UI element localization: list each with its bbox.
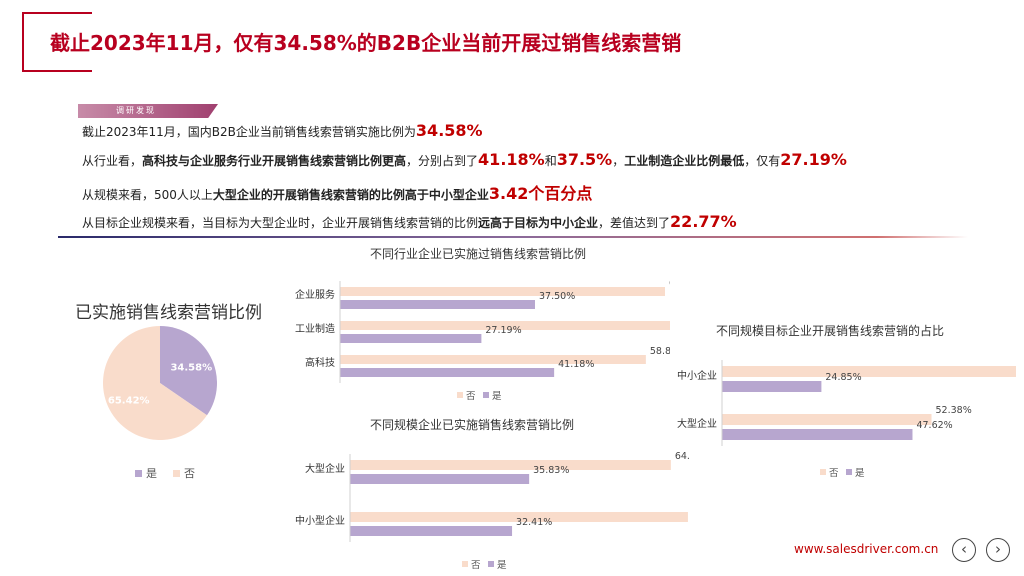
pie-chart-title: 已实施销售线索营销比例 xyxy=(75,303,262,323)
finding-bold: 高科技与企业服务行业开展销售线索营销比例更高 xyxy=(142,154,407,168)
data-label: 35.83% xyxy=(533,465,569,476)
finding-text: 从目标企业规模来看，当目标为大型企业时，企业开展销售线索营销的比例 xyxy=(82,216,479,230)
pie-slice-label: 34.58% xyxy=(170,363,212,374)
finding-text: ，分别占到了 xyxy=(406,154,479,168)
pie-slice-否 xyxy=(102,326,207,440)
next-page-button[interactable]: › xyxy=(986,538,1010,562)
bar-是 xyxy=(722,381,822,392)
bar-否 xyxy=(340,287,665,296)
finding-text: 从行业看， xyxy=(82,154,143,168)
finding-industry: 从行业看，高科技与企业服务行业开展销售线索营销比例更高，分别占到了41.18%和… xyxy=(82,150,847,169)
legend-swatch xyxy=(820,469,826,475)
category-label: 中小企业 xyxy=(677,369,717,382)
legend-swatch xyxy=(488,561,494,567)
bar-是 xyxy=(340,300,535,309)
data-label: 58.82% xyxy=(650,346,670,357)
chevron-left-icon: ‹ xyxy=(961,540,967,558)
page-title: 截止2023年11月，仅有34.58%的B2B企业当前开展过销售线索营销 xyxy=(50,31,682,55)
legend-label: 否 xyxy=(829,468,839,479)
data-label: 62.50% xyxy=(669,278,670,289)
bar-否 xyxy=(722,414,932,425)
pie-slice-label: 65.42% xyxy=(108,395,150,406)
scale-chart-title: 不同规模企业已实施销售线索营销比例 xyxy=(370,418,575,432)
data-label: 64.17% xyxy=(675,451,690,462)
finding-highlight: 41.18% xyxy=(478,150,545,169)
bar-否 xyxy=(340,321,670,330)
data-label: 27.19% xyxy=(485,325,521,336)
finding-text: ，仅有 xyxy=(744,154,781,168)
data-label: 32.41% xyxy=(516,517,552,528)
section-divider xyxy=(58,236,968,238)
category-label: 大型企业 xyxy=(305,462,345,475)
finding-overall: 截止2023年11月，国内B2B企业当前销售线索营销实施比例为34.58% xyxy=(82,121,483,140)
category-label: 大型企业 xyxy=(677,417,717,430)
legend-swatch xyxy=(457,392,463,398)
legend-label: 是 xyxy=(146,467,157,480)
bar-否 xyxy=(350,460,671,470)
legend-swatch xyxy=(173,470,180,477)
data-label: 24.85% xyxy=(825,372,861,383)
finding-text: ，差值达到了 xyxy=(598,216,671,230)
prev-page-button[interactable]: ‹ xyxy=(952,538,976,562)
pie-chart: 34.58% 65.42% 是 否 xyxy=(102,326,217,480)
finding-target: 从目标企业规模来看，当目标为大型企业时，企业开展销售线索营销的比例远高于目标为中… xyxy=(82,212,737,231)
footer-url[interactable]: www.salesdriver.com.cn xyxy=(794,542,939,556)
legend-label: 是 xyxy=(497,560,507,571)
legend-label: 否 xyxy=(471,560,481,571)
finding-highlight: 22.77% xyxy=(670,212,737,231)
bar-是 xyxy=(350,474,530,484)
legend-label: 是 xyxy=(855,468,865,479)
category-label: 工业制造 xyxy=(295,322,335,335)
finding-bold: 工业制造企业比例最低 xyxy=(624,154,745,168)
data-label: 41.18% xyxy=(558,359,594,370)
data-label: 52.38% xyxy=(936,405,972,416)
category-label: 高科技 xyxy=(305,356,335,369)
finding-scale: 从规模来看，500人以上大型企业的开展销售线索营销的比例高于中小型企业3.42个… xyxy=(82,180,592,204)
finding-highlight: 3.42个百分点 xyxy=(488,184,593,203)
bar-是 xyxy=(722,429,913,440)
bar-是 xyxy=(340,334,482,343)
pie-slice-是 xyxy=(160,326,217,416)
legend-label: 否 xyxy=(466,391,476,402)
legend-swatch xyxy=(462,561,468,567)
findings-tag: 调研发现 xyxy=(78,104,218,118)
industry-bar-chart: 企业服务62.50%37.50%工业制造72.81%27.19%高科技58.82… xyxy=(295,278,670,402)
bar-是 xyxy=(350,526,513,536)
legend-label: 是 xyxy=(492,391,502,402)
legend-swatch xyxy=(135,470,142,477)
category-label: 企业服务 xyxy=(295,288,335,301)
finding-text: 从规模来看，500人以上 xyxy=(82,188,213,202)
data-label: 37.50% xyxy=(539,291,575,302)
data-label: 47.62% xyxy=(916,420,952,431)
bar-否 xyxy=(722,366,1016,377)
target-chart-title: 不同规模目标企业开展销售线索营销的占比 xyxy=(716,324,945,338)
bar-是 xyxy=(340,368,555,377)
legend-swatch xyxy=(483,392,489,398)
legend-label: 否 xyxy=(184,467,195,480)
finding-text: 和 xyxy=(544,154,557,168)
finding-bold: 大型企业的开展销售线索营销的比例高于中小型企业 xyxy=(212,188,489,202)
finding-bold: 远高于目标为中小企业 xyxy=(478,216,599,230)
bar-否 xyxy=(350,512,688,522)
finding-highlight: 27.19% xyxy=(780,150,847,169)
legend-swatch xyxy=(846,469,852,475)
bar-否 xyxy=(340,355,646,364)
corner-bracket-decoration xyxy=(22,12,92,72)
finding-text: ， xyxy=(612,154,625,168)
industry-chart-title: 不同行业企业已实施过销售线索营销比例 xyxy=(370,247,587,261)
finding-highlight: 34.58% xyxy=(415,121,483,140)
finding-highlight: 37.5% xyxy=(556,150,613,169)
category-label: 中小型企业 xyxy=(295,514,345,527)
finding-text: 截止2023年11月，国内B2B企业当前销售线索营销实施比例为 xyxy=(82,125,416,139)
chevron-right-icon: › xyxy=(995,540,1001,558)
